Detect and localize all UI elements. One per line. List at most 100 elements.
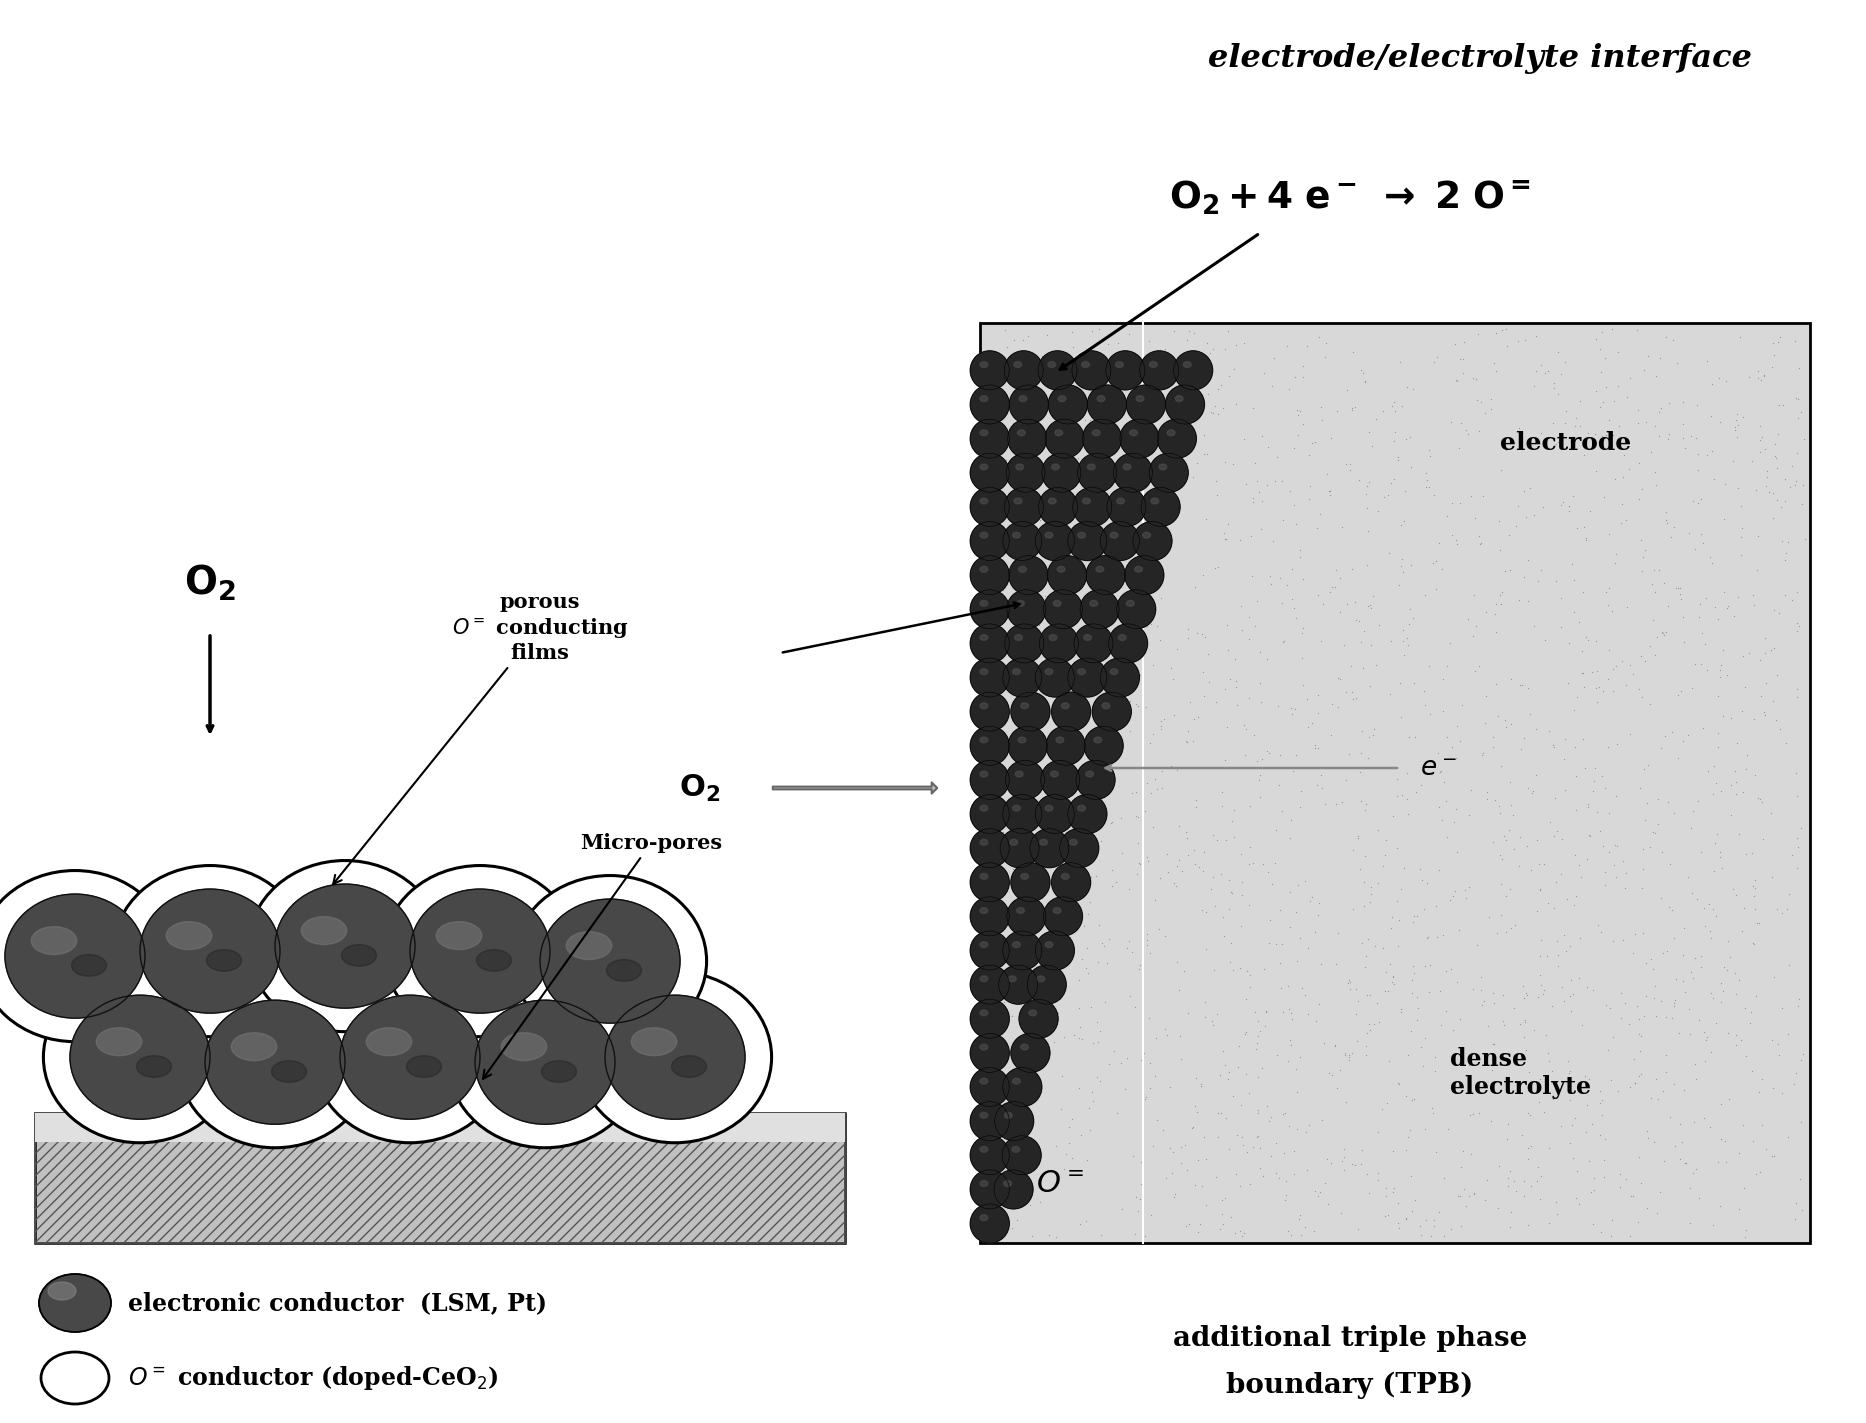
Point: [1332, 593, 1362, 616]
Point: [1724, 822, 1754, 845]
Point: [1586, 396, 1616, 418]
Point: [1426, 761, 1455, 784]
Point: [1375, 683, 1405, 706]
Point: [1469, 989, 1498, 1012]
Point: [1215, 1060, 1245, 1083]
Point: [991, 502, 1021, 525]
Point: [1629, 757, 1659, 780]
Ellipse shape: [578, 972, 773, 1143]
Point: [1692, 1026, 1722, 1049]
Point: [1129, 640, 1159, 663]
Point: [1114, 929, 1144, 952]
Ellipse shape: [340, 995, 480, 1120]
Point: [1713, 595, 1743, 618]
Point: [1121, 805, 1151, 828]
Point: [1782, 827, 1812, 850]
Point: [1748, 1069, 1778, 1091]
Ellipse shape: [1011, 692, 1051, 731]
Point: [1627, 838, 1657, 861]
Point: [1478, 736, 1508, 758]
Point: [995, 800, 1024, 822]
Point: [1332, 972, 1362, 995]
Point: [1588, 680, 1618, 703]
Point: [1780, 1062, 1810, 1084]
Point: [1342, 687, 1372, 710]
Point: [1592, 581, 1622, 603]
Point: [1028, 398, 1058, 421]
Point: [1353, 928, 1383, 951]
Point: [1008, 1077, 1037, 1100]
Point: [1720, 982, 1750, 1005]
Ellipse shape: [1058, 566, 1065, 572]
Point: [1011, 632, 1041, 655]
Point: [1019, 639, 1049, 662]
Point: [1743, 366, 1773, 388]
Point: [1189, 443, 1218, 465]
Ellipse shape: [366, 1027, 412, 1056]
Ellipse shape: [1084, 726, 1123, 766]
Point: [1461, 507, 1491, 529]
Point: [1573, 629, 1603, 652]
Ellipse shape: [1176, 396, 1183, 401]
Ellipse shape: [1043, 589, 1082, 629]
Point: [1192, 508, 1222, 531]
Point: [1174, 1002, 1204, 1025]
Point: [1444, 1185, 1474, 1208]
Point: [1534, 1050, 1564, 1073]
Point: [1213, 639, 1243, 662]
Point: [1788, 474, 1817, 497]
Point: [1123, 1200, 1153, 1222]
Point: [1732, 1218, 1762, 1241]
Point: [1444, 437, 1474, 460]
Point: [1086, 1020, 1116, 1043]
Ellipse shape: [970, 1204, 1010, 1244]
Point: [1588, 428, 1618, 451]
Point: [1579, 780, 1608, 803]
Point: [1586, 361, 1616, 384]
Point: [1084, 1070, 1114, 1093]
Point: [1405, 1036, 1435, 1059]
Point: [1446, 411, 1476, 434]
Point: [1644, 1087, 1674, 1110]
Point: [1455, 1080, 1485, 1103]
Point: [1765, 326, 1795, 349]
Point: [1437, 524, 1467, 546]
Ellipse shape: [970, 692, 1010, 731]
Point: [1039, 726, 1069, 748]
Point: [1722, 403, 1752, 425]
Point: [1525, 945, 1554, 968]
Point: [1487, 581, 1517, 603]
Point: [1288, 622, 1317, 645]
Point: [1084, 951, 1114, 973]
Point: [1097, 529, 1127, 552]
Point: [1112, 581, 1142, 603]
Point: [1506, 673, 1536, 696]
Point: [1452, 887, 1482, 909]
Point: [1525, 878, 1554, 901]
Point: [1323, 922, 1353, 945]
Point: [1297, 712, 1327, 734]
Point: [1131, 1224, 1161, 1247]
Point: [1642, 626, 1672, 649]
Point: [1107, 1052, 1136, 1074]
Point: [1646, 1181, 1676, 1204]
Ellipse shape: [274, 884, 414, 1007]
Point: [1534, 720, 1564, 743]
Point: [1446, 1214, 1476, 1237]
Point: [1135, 549, 1164, 572]
Point: [1663, 576, 1692, 599]
Point: [1302, 583, 1332, 606]
Point: [1704, 736, 1734, 758]
Ellipse shape: [1017, 908, 1024, 914]
Ellipse shape: [970, 555, 1010, 595]
Point: [1513, 1214, 1543, 1237]
Point: [1148, 1118, 1177, 1141]
Point: [1510, 1026, 1539, 1049]
Point: [1220, 1163, 1250, 1185]
Point: [1646, 990, 1676, 1013]
Point: [1344, 1218, 1373, 1241]
Point: [1532, 945, 1562, 968]
Point: [1336, 398, 1366, 421]
Ellipse shape: [1159, 464, 1166, 470]
Point: [1254, 741, 1284, 764]
